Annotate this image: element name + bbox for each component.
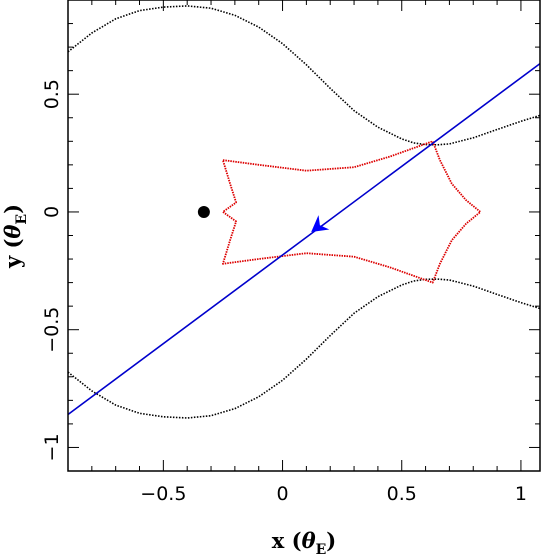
y-tick-label: 0.5	[41, 79, 63, 109]
y-tick-label: −1	[41, 433, 63, 461]
plot-frame	[67, 0, 541, 472]
y-tick-label: 0	[41, 206, 63, 218]
x-tick-label: 0.5	[387, 483, 417, 505]
lens-point	[197, 205, 210, 218]
x-tick-label: −0.5	[140, 483, 186, 505]
y-axis-title: y (θE)	[0, 204, 30, 269]
critical-curve-upper	[68, 5, 541, 146]
source-trajectory	[68, 62, 541, 416]
x-axis-title: x (θE)	[272, 528, 336, 555]
y-tick-label: −0.5	[41, 307, 63, 353]
x-tick-label: 1	[515, 483, 527, 505]
direction-arrow	[311, 215, 330, 232]
x-tick-label: 0	[276, 483, 288, 505]
critical-curve-lower	[68, 278, 541, 419]
caustic	[222, 140, 482, 284]
